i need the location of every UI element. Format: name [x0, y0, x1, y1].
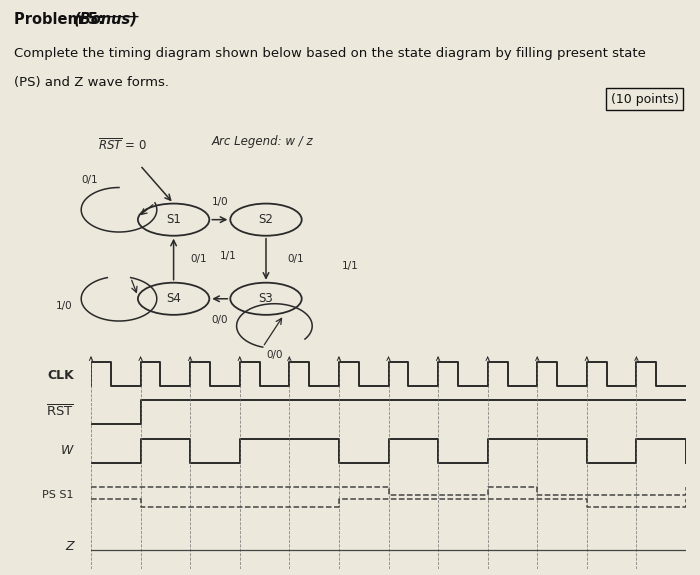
Text: 0/0: 0/0: [211, 316, 228, 325]
Text: 1/0: 1/0: [211, 197, 228, 208]
Text: S4: S4: [166, 292, 181, 305]
Text: 0/0: 0/0: [266, 350, 283, 360]
Text: CLK: CLK: [47, 369, 74, 382]
Text: $\overline{RST}$ = 0: $\overline{RST}$ = 0: [98, 137, 147, 154]
Text: W: W: [62, 444, 74, 457]
Text: S3: S3: [258, 292, 274, 305]
Text: 1/0: 1/0: [56, 301, 73, 311]
Text: 1/1: 1/1: [342, 261, 358, 271]
Text: S2: S2: [258, 213, 274, 226]
Text: (Bonus): (Bonus): [74, 12, 138, 27]
Text: 0/1: 0/1: [190, 254, 207, 264]
Text: 1/1: 1/1: [220, 251, 237, 261]
Text: 0/1: 0/1: [287, 254, 304, 264]
Text: S1: S1: [166, 213, 181, 226]
Text: Arc Legend: w / z: Arc Legend: w / z: [211, 136, 313, 148]
Text: PS S1: PS S1: [42, 490, 74, 500]
Text: (10 points): (10 points): [610, 93, 678, 106]
Text: (PS) and Z wave forms.: (PS) and Z wave forms.: [14, 76, 169, 89]
Text: 0/1: 0/1: [81, 175, 98, 185]
Text: Problem 5:: Problem 5:: [14, 12, 109, 27]
Text: Complete the timing diagram shown below based on the state diagram by filling pr: Complete the timing diagram shown below …: [14, 47, 645, 60]
Text: Z: Z: [65, 539, 74, 553]
Text: $\overline{\mathrm{RST}}$: $\overline{\mathrm{RST}}$: [46, 404, 74, 420]
